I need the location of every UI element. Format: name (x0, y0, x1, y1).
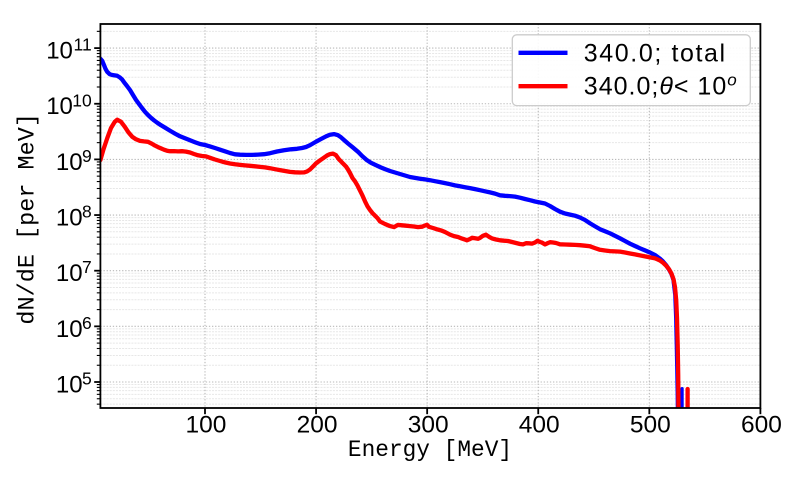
svg-text:300: 300 (408, 412, 449, 439)
svg-text:400: 400 (519, 412, 560, 439)
svg-text:9: 9 (82, 146, 92, 166)
svg-text:10: 10 (56, 316, 83, 343)
svg-text:10: 10 (56, 149, 83, 176)
svg-text:10: 10 (46, 38, 73, 65)
svg-text:5: 5 (82, 369, 92, 389)
svg-text:100: 100 (186, 412, 227, 439)
svg-text:500: 500 (630, 412, 671, 439)
svg-text:6: 6 (82, 313, 92, 333)
svg-text:Energy [MeV]: Energy [MeV] (348, 437, 512, 463)
svg-text:dN/dE [per MeV]: dN/dE [per MeV] (15, 113, 42, 325)
svg-text:11: 11 (74, 35, 92, 55)
svg-text:10: 10 (56, 204, 83, 231)
svg-text:10: 10 (46, 93, 73, 120)
svg-text:340.0;θ< 10o: 340.0;θ< 10o (584, 70, 738, 100)
svg-text:7: 7 (82, 257, 92, 277)
svg-text:600: 600 (741, 412, 782, 439)
svg-text:200: 200 (297, 412, 338, 439)
svg-text:10: 10 (56, 260, 83, 287)
svg-text:10: 10 (56, 371, 83, 398)
svg-text:340.0; total: 340.0; total (584, 39, 727, 67)
svg-text:10: 10 (72, 90, 92, 110)
svg-text:8: 8 (82, 202, 92, 222)
